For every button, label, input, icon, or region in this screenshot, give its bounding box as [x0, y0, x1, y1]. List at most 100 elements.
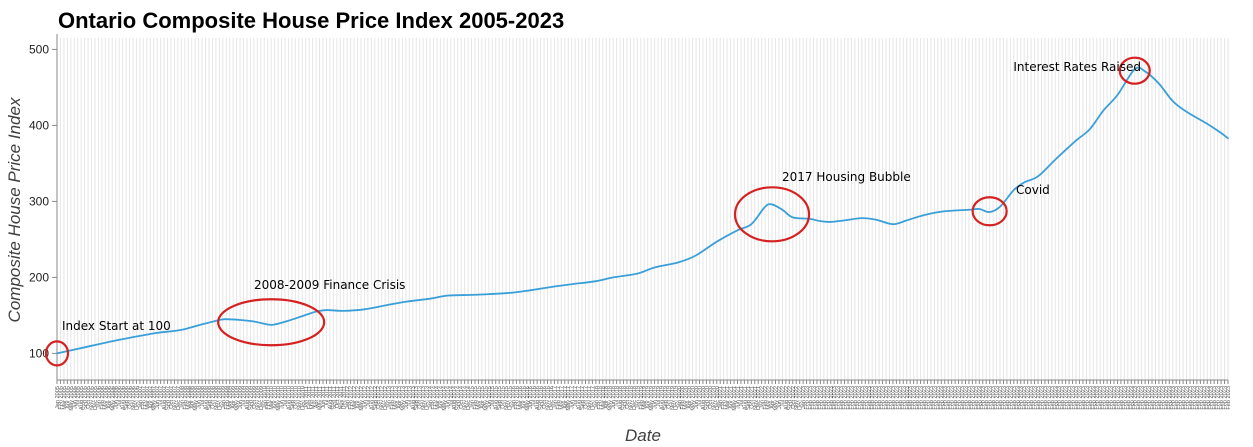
x-tick-label: Feb 2023: [877, 386, 883, 410]
x-tick-label: Feb 2023: [1060, 386, 1066, 410]
x-tick-label: Feb 2023: [1122, 386, 1128, 410]
x-tick-label: Mar 2011: [311, 386, 317, 409]
x-tick-label: Dec 2021: [756, 386, 762, 410]
x-tick-label: Nov 2021: [753, 386, 759, 410]
y-tick-label: 200: [29, 270, 49, 284]
x-tick-label: Feb 2018: [597, 386, 603, 410]
x-tick-label: Jul 2017: [573, 386, 579, 407]
x-tick-label: Aug 2009: [245, 386, 251, 410]
x-tick-label: Feb 2023: [981, 386, 987, 410]
x-tick-label: May 2019: [649, 386, 655, 411]
x-tick-label: Oct 2014: [459, 386, 465, 409]
x-tick-label: Feb 2012: [349, 386, 355, 410]
annotation-ring: [971, 196, 1008, 227]
x-tick-label: Feb 2023: [919, 386, 925, 410]
x-tick-label: Apr 2010: [273, 386, 279, 409]
annotation-label: 2017 Housing Bubble: [782, 170, 911, 184]
x-tick-label: May 2008: [193, 386, 199, 411]
x-tick-label: Nov 2014: [463, 386, 469, 410]
x-tick-label: Jan 2006: [96, 386, 102, 409]
x-tick-label: Dec 2008: [217, 386, 223, 410]
x-tick-label: Feb 2023: [832, 386, 838, 410]
x-tick-label: Feb 2023: [946, 386, 952, 410]
x-tick-label: Feb 2023: [943, 386, 949, 410]
x-tick-label: Feb 2023: [932, 386, 938, 410]
x-tick-label: Feb 2023: [901, 386, 907, 410]
x-tick-label: Feb 2023: [849, 386, 855, 410]
x-tick-label: Feb 2023: [960, 386, 966, 410]
x-tick-label: Feb 2014: [432, 386, 438, 410]
x-tick-label: Oct 2022: [791, 386, 797, 409]
x-tick-label: Feb 2023: [1133, 386, 1139, 410]
x-tick-label: Oct 2008: [210, 386, 216, 409]
x-tick-label: Jun 2006: [114, 386, 120, 409]
x-tick-label: Jun 2017: [570, 386, 576, 409]
x-tick-label: Feb 2020: [680, 386, 686, 410]
x-tick-label: Jul 2016: [532, 386, 538, 407]
x-tick-label: Oct 2012: [376, 386, 382, 409]
x-tick-label: Feb 2023: [1022, 386, 1028, 410]
x-tick-label: Nov 2005: [90, 386, 96, 410]
x-tick-label: Nov 2015: [504, 386, 510, 410]
x-tick-label: Feb 2023: [1026, 386, 1032, 410]
x-tick-label: Feb 2023: [1119, 386, 1125, 410]
x-tick-label: Feb 2023: [1008, 386, 1014, 410]
x-tick-label: May 2007: [152, 386, 158, 411]
x-tick-label: Feb 2023: [1219, 386, 1225, 410]
x-tick-label: Feb 2023: [915, 386, 921, 410]
x-tick-label: Mar 2006: [103, 386, 109, 410]
x-tick-label: Feb 2023: [950, 386, 956, 410]
x-tick-label: Apr 2014: [438, 386, 444, 409]
x-tick-label: Apr 2005: [65, 386, 71, 409]
x-tick-label: Aug 2022: [784, 386, 790, 410]
x-tick-label: Jun 2005: [72, 386, 78, 409]
x-tick-label: Sep 2021: [746, 386, 752, 410]
x-tick-label: Feb 2023: [1209, 386, 1215, 410]
x-tick-label: Feb 2023: [1005, 386, 1011, 410]
x-tick-label: Feb 2023: [953, 386, 959, 410]
x-tick-label: Jan 2013: [387, 386, 393, 409]
x-tick-label: Feb 2023: [908, 386, 914, 410]
x-tick-label: Aug 2015: [494, 386, 500, 410]
x-tick-label: Jun 2011: [321, 386, 327, 409]
x-tick-label: Nov 2017: [587, 386, 593, 410]
annotation-ring: [217, 298, 326, 347]
x-tick-label: Jul 2022: [780, 386, 786, 407]
x-tick-label: Feb 2023: [1109, 386, 1115, 410]
x-tick-label: Aug 2010: [286, 386, 292, 410]
x-tick-label: Feb 2023: [856, 386, 862, 410]
x-tick-label: Aug 2020: [701, 386, 707, 410]
x-tick-label: Dec 2017: [590, 386, 596, 410]
x-tick-label: Feb 2023: [912, 386, 918, 410]
x-tick-label: Dec 2018: [632, 386, 638, 410]
x-tick-label: Apr 2015: [480, 386, 486, 409]
x-tick-label: Feb 2023: [963, 386, 969, 410]
x-tick-label: Jun 2007: [155, 386, 161, 409]
x-tick-label: Sep 2017: [580, 386, 586, 410]
x-tick-label: Feb 2023: [1046, 386, 1052, 410]
x-tick-label: Dec 2014: [466, 386, 472, 410]
x-tick-label: Mar 2013: [394, 386, 400, 410]
x-tick-label: Feb 2023: [1223, 386, 1229, 410]
x-tick-label: Feb 2005: [58, 386, 64, 410]
x-tick-label: Feb 2023: [1012, 386, 1018, 410]
x-tick-label: Feb 2023: [887, 386, 893, 410]
x-tick-label: Jan 2014: [428, 386, 434, 409]
x-tick-label: Apr 2018: [604, 386, 610, 409]
x-tick-label: Sep 2010: [290, 386, 296, 410]
x-tick-label: Feb 2023: [1216, 386, 1222, 410]
annotations: Index Start at 100 2008-2009 Finance Cris…: [44, 56, 1151, 367]
x-tick-label: Oct 2021: [749, 386, 755, 409]
x-tick-label: Aug 2021: [742, 386, 748, 410]
x-tick-label: Feb 2023: [881, 386, 887, 410]
x-tick-label: Apr 2011: [314, 386, 320, 408]
x-tick-label: Feb 2023: [884, 386, 890, 410]
x-tick-label: May 2005: [69, 386, 75, 411]
x-tick-label: Mar 2015: [476, 386, 482, 410]
x-tick-label: Dec 2020: [715, 386, 721, 410]
x-tick-label: Feb 2023: [1095, 386, 1101, 410]
x-tick-label: Feb 2023: [1071, 386, 1077, 410]
x-tick-label: Jun 2015: [487, 386, 493, 409]
x-tick-label: Feb 2008: [183, 386, 189, 410]
x-tick-label: Feb 2023: [1081, 386, 1087, 410]
